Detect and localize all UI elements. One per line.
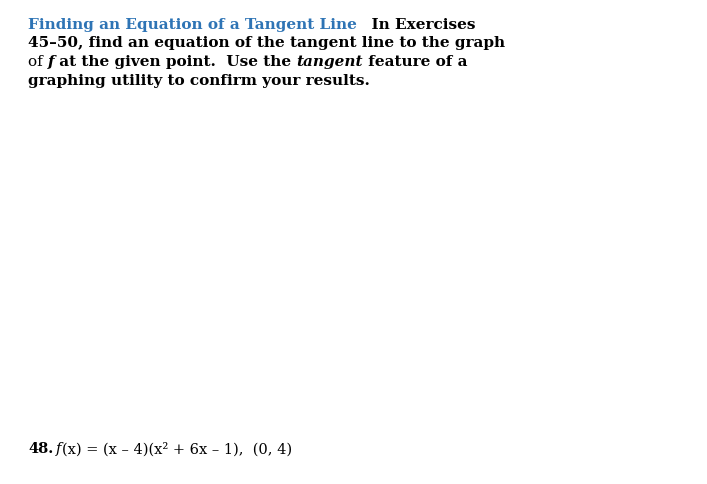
Text: (x) = (x – 4)(x² + 6x – 1),  (0, 4): (x) = (x – 4)(x² + 6x – 1), (0, 4) [62,442,292,456]
Text: feature of a: feature of a [363,55,467,69]
Text: In Exercises: In Exercises [361,18,475,32]
Text: 48.: 48. [28,442,53,456]
Text: at the given point.  Use the: at the given point. Use the [54,55,296,69]
Text: graphing utility to confirm your results.: graphing utility to confirm your results… [28,74,370,88]
Text: f: f [57,442,62,456]
Text: f: f [47,55,54,69]
Text: 45–50, find an equation of the tangent line to the graph: 45–50, find an equation of the tangent l… [28,36,505,50]
Text: Finding an Equation of a Tangent Line: Finding an Equation of a Tangent Line [28,18,357,32]
Text: of: of [28,55,47,69]
Text: tangent: tangent [296,55,363,69]
